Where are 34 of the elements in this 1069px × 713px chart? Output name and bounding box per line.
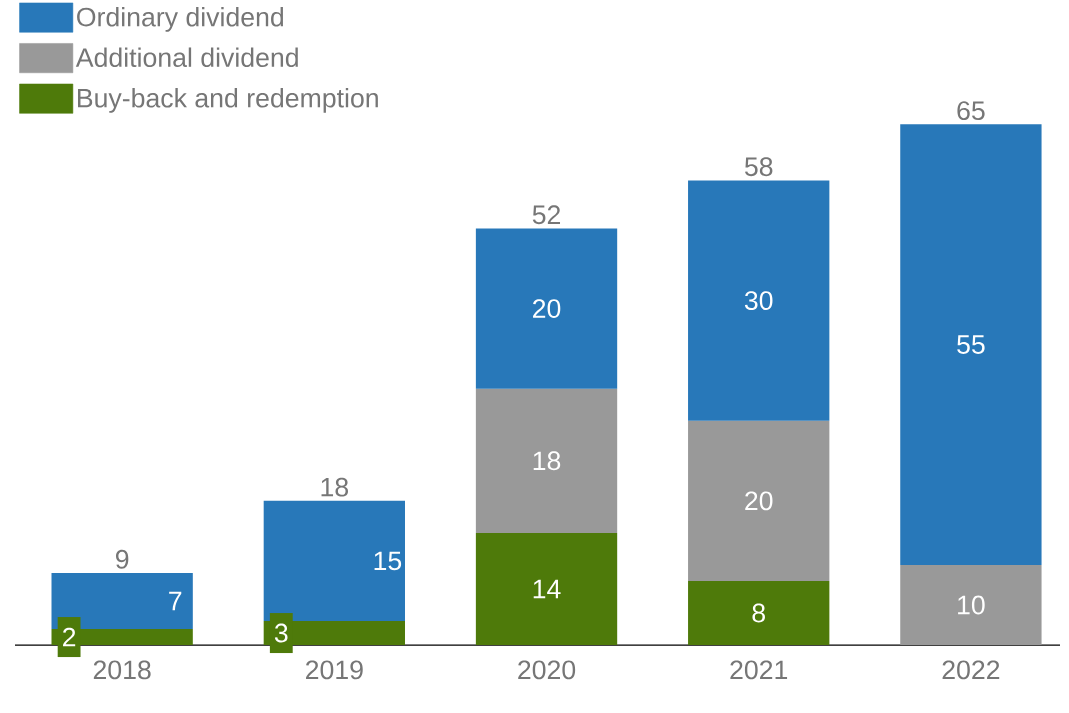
total-label: 9 xyxy=(116,549,129,569)
total-label: 52 xyxy=(532,205,561,225)
bar xyxy=(688,420,830,581)
bar xyxy=(688,180,830,421)
bar xyxy=(900,564,1042,646)
data-label: 3 xyxy=(274,623,288,643)
legend-label: Ordinary dividend xyxy=(77,6,284,32)
data-label: 30 xyxy=(744,291,773,310)
total-label: 18 xyxy=(321,477,349,497)
legend-label: Additional dividend xyxy=(75,47,298,68)
data-label: 8 xyxy=(752,603,765,623)
x-tick-label: 2018 xyxy=(93,660,151,680)
bar xyxy=(475,228,618,389)
data-label: 10 xyxy=(958,595,985,615)
bar xyxy=(900,124,1042,565)
bar xyxy=(688,580,830,646)
data-label: 20 xyxy=(745,491,773,511)
x-tick-label: 2019 xyxy=(306,660,363,680)
data-label: 7 xyxy=(169,591,182,611)
data-label: 2 xyxy=(63,627,76,647)
data-label: 55 xyxy=(957,335,985,354)
bar xyxy=(475,532,618,646)
total-label: 65 xyxy=(957,101,985,121)
x-tick-label: 2021 xyxy=(730,660,788,680)
total-label: 58 xyxy=(744,157,773,177)
x-tick-label: 2020 xyxy=(518,660,576,680)
x-tick-label: 2022 xyxy=(942,660,1000,680)
bar xyxy=(263,500,405,621)
data-label: 20 xyxy=(533,299,561,318)
bar xyxy=(475,388,618,533)
legend-label: Buy-back and redemption xyxy=(78,87,378,113)
data-label: 15 xyxy=(374,551,402,571)
data-label: 14 xyxy=(533,579,561,599)
data-label: 18 xyxy=(533,451,561,471)
